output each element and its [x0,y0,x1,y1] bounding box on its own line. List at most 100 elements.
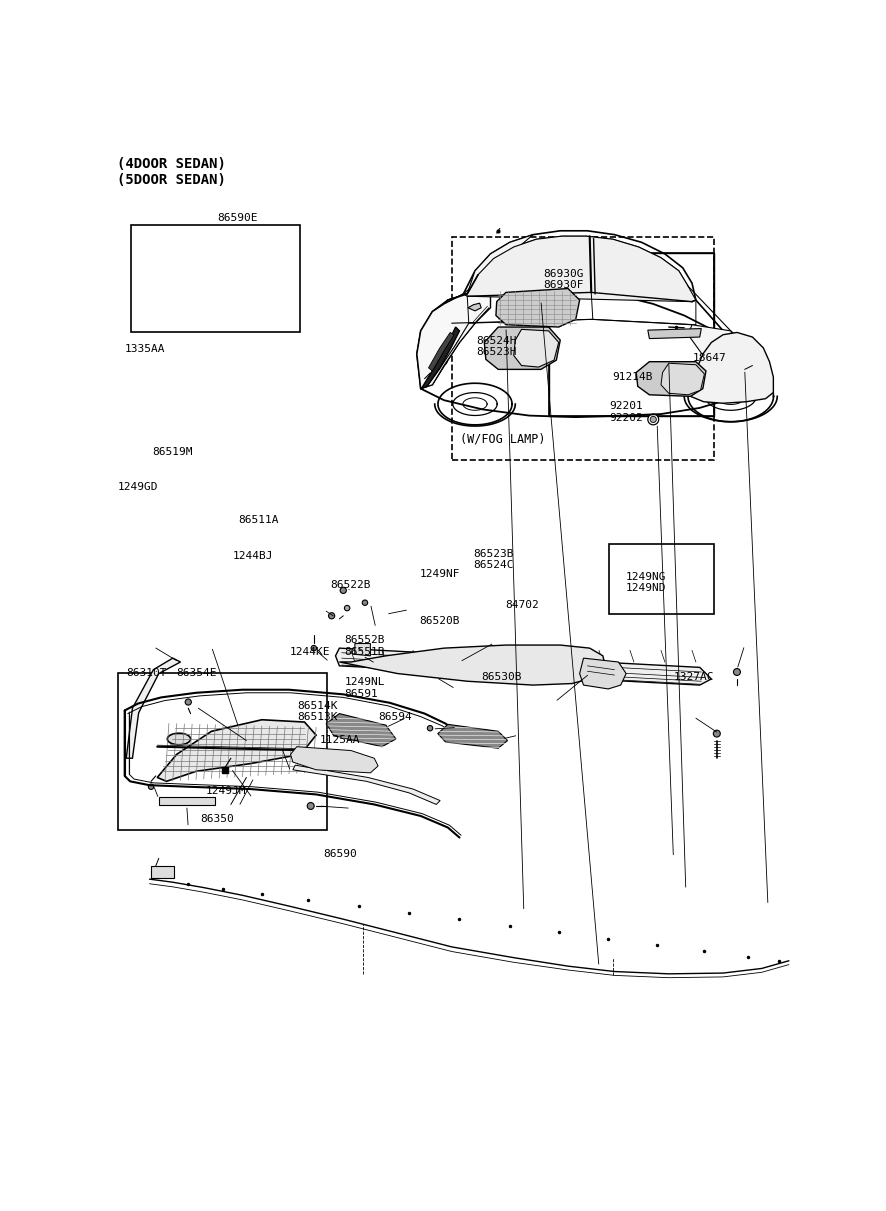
Bar [118,673,327,830]
Ellipse shape [713,730,720,737]
Text: 86350: 86350 [200,814,234,823]
Ellipse shape [447,662,464,671]
Ellipse shape [420,660,437,668]
Ellipse shape [329,613,335,619]
Text: 1249NF: 1249NF [420,569,460,579]
Text: 86930G: 86930G [543,269,584,279]
Ellipse shape [366,652,383,660]
Text: 86591: 86591 [344,689,378,699]
Ellipse shape [392,656,410,665]
Text: 86310T: 86310T [126,668,167,678]
Text: 86520B: 86520B [420,616,460,626]
Text: 86930F: 86930F [543,280,584,291]
Bar [131,224,299,332]
Ellipse shape [757,378,762,384]
Text: 1244KE: 1244KE [289,647,330,656]
Bar [610,545,713,614]
Polygon shape [688,325,737,400]
Ellipse shape [153,867,159,872]
Polygon shape [339,645,605,685]
Polygon shape [579,658,626,689]
Polygon shape [421,323,475,389]
Ellipse shape [362,599,368,606]
Ellipse shape [427,725,432,731]
Polygon shape [444,235,533,304]
Polygon shape [421,327,460,389]
Text: (4DOOR SEDAN): (4DOOR SEDAN) [117,156,226,171]
Text: 86513K: 86513K [298,712,338,722]
Text: 86530B: 86530B [482,672,522,682]
Ellipse shape [199,798,206,803]
Text: 86590: 86590 [323,849,357,859]
Text: 1335AA: 1335AA [124,344,165,354]
Polygon shape [126,658,181,758]
Text: (W/FOG LAMP): (W/FOG LAMP) [460,432,545,446]
Ellipse shape [433,357,447,366]
Polygon shape [151,866,175,878]
Polygon shape [291,747,378,773]
Ellipse shape [185,699,191,705]
Ellipse shape [501,665,518,673]
Polygon shape [326,713,396,747]
Text: 1244BJ: 1244BJ [233,551,274,561]
Polygon shape [159,797,215,805]
Polygon shape [463,236,696,302]
Ellipse shape [311,645,316,650]
Text: 86514K: 86514K [298,701,338,711]
Text: 86519M: 86519M [152,447,192,457]
Text: 1249ND: 1249ND [626,584,666,593]
Bar [548,253,713,415]
Text: 86590E: 86590E [217,213,258,223]
Polygon shape [417,291,491,389]
Ellipse shape [167,733,190,745]
Ellipse shape [734,668,741,676]
Polygon shape [468,303,481,311]
Ellipse shape [527,664,544,673]
Text: 1249NL: 1249NL [344,677,385,688]
Text: 18647: 18647 [693,352,727,363]
Text: 92202: 92202 [610,413,643,423]
Text: 86594: 86594 [378,712,412,722]
Polygon shape [690,333,773,403]
Text: 86523B: 86523B [473,549,514,558]
Ellipse shape [735,366,742,373]
Text: 86552B: 86552B [344,636,385,645]
Ellipse shape [148,784,154,790]
Polygon shape [636,362,706,396]
Text: 1249GD: 1249GD [118,482,158,492]
Ellipse shape [650,417,657,423]
Polygon shape [293,765,440,804]
Ellipse shape [345,606,350,610]
Text: 86523H: 86523H [477,348,517,357]
Polygon shape [648,328,702,339]
Polygon shape [661,363,704,395]
Text: 1125AA: 1125AA [320,735,361,745]
Polygon shape [157,719,316,781]
Text: (5DOOR SEDAN): (5DOOR SEDAN) [117,173,226,188]
Ellipse shape [307,803,315,809]
Ellipse shape [648,414,658,425]
Text: 84702: 84702 [506,599,540,610]
Text: 92201: 92201 [610,401,643,412]
Text: 86522B: 86522B [330,580,371,591]
Ellipse shape [340,587,346,593]
Text: 86511A: 86511A [237,515,278,526]
Polygon shape [336,648,711,685]
Text: 1249NG: 1249NG [626,572,666,582]
Polygon shape [485,327,560,369]
Text: 86524C: 86524C [473,559,514,570]
Text: 86524H: 86524H [477,337,517,346]
Polygon shape [355,643,370,656]
Polygon shape [496,288,579,327]
Bar [452,236,714,460]
Text: 86354E: 86354E [176,668,216,678]
Text: 91214B: 91214B [612,372,652,381]
Text: 1249JM: 1249JM [206,786,246,796]
Ellipse shape [168,798,175,803]
Polygon shape [514,329,559,367]
Bar [548,253,713,415]
Polygon shape [429,333,454,371]
Text: 86551B: 86551B [344,647,385,656]
Polygon shape [438,724,508,748]
Ellipse shape [474,664,491,673]
